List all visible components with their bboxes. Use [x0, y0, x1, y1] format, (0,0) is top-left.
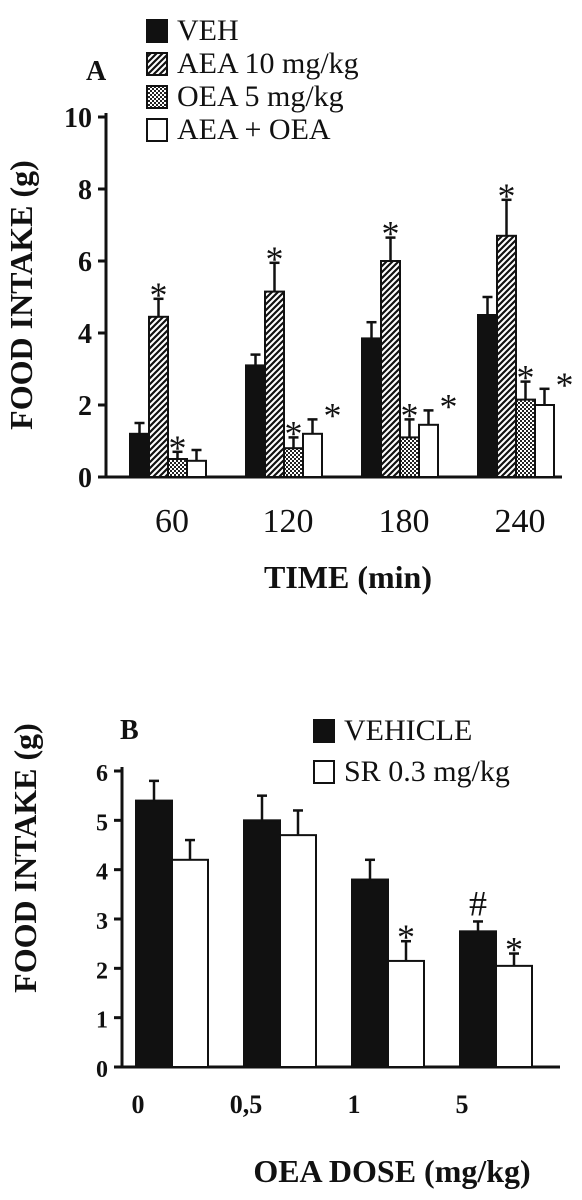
- chart-a-significance-mark: *: [169, 428, 187, 468]
- chart-a-bar: [264, 290, 285, 478]
- chart-a-legend-swatch: [146, 52, 168, 76]
- chart-b-y-tick-label: 6: [96, 761, 108, 787]
- chart-a-bar: [380, 260, 401, 478]
- chart-a-bar: [186, 459, 207, 478]
- chart-a-x-axis-label: TIME (min): [264, 559, 432, 595]
- chart-b-bar: [243, 819, 281, 1068]
- chart-a-panel-label: A: [86, 56, 107, 87]
- chart-b-bar: [459, 930, 497, 1068]
- chart-a-bar: [418, 423, 439, 478]
- chart-a-significance-mark: *: [440, 386, 458, 426]
- chart-a-significance-mark: *: [324, 395, 342, 435]
- chart-a-legend-label: AEA 10 mg/kg: [177, 47, 359, 80]
- chart-b-x-axis-label: OEA DOSE (mg/kg): [253, 1153, 530, 1189]
- chart-b-y-tick-label: 3: [96, 909, 108, 935]
- chart-a-bar: [245, 364, 266, 478]
- chart-a-significance-mark: *: [498, 176, 516, 216]
- chart-a-bar: [302, 432, 323, 478]
- chart-b-bar: [387, 959, 425, 1069]
- chart-a-x-tick-label: 240: [495, 503, 546, 540]
- chart-b-y-tick-label: 5: [96, 810, 108, 836]
- chart-a-legend-label: OEA 5 mg/kg: [177, 80, 344, 113]
- chart-a-y-tick-label: 4: [78, 319, 92, 350]
- chart-b-y-tick-label: 4: [96, 860, 108, 886]
- chart-b-panel-label: B: [120, 715, 139, 746]
- chart-b-bar: [351, 878, 389, 1068]
- chart-b-significance-mark: *: [505, 930, 523, 970]
- chart-a-significance-mark: *: [150, 275, 168, 315]
- chart-a-bar: [399, 436, 420, 478]
- chart-a-x-tick-label: 120: [263, 503, 314, 540]
- chart-b-significance-mark: *: [397, 917, 415, 957]
- chart-b-y-axis-label: FOOD INTAKE (g): [7, 723, 43, 993]
- chart-a-y-tick-label: 10: [64, 103, 92, 134]
- chart-b-y-tick-label: 0: [96, 1057, 108, 1083]
- chart-b-x-tick-label: 5: [456, 1090, 469, 1119]
- chart-b-x-tick-label: 0,5: [230, 1090, 263, 1119]
- chart-b-bar: [279, 834, 317, 1069]
- chart-a-significance-mark: *: [266, 239, 284, 279]
- chart-b-bar: [495, 964, 533, 1068]
- chart-b-legend-label: VEHICLE: [344, 714, 472, 747]
- chart-a-y-tick-label: 6: [78, 247, 92, 278]
- chart-a-legend-label: AEA + OEA: [177, 113, 331, 146]
- chart-b-legend-label: SR 0.3 mg/kg: [344, 755, 510, 788]
- chart-b-bar: [135, 799, 173, 1068]
- chart-b-x-tick-label: 1: [348, 1090, 361, 1119]
- chart-a-y-tick-label: 2: [78, 391, 92, 422]
- chart-a-y-axis-label: FOOD INTAKE (g): [3, 160, 39, 430]
- chart-a-legend-label: VEH: [177, 14, 239, 47]
- chart-b-y-tick-label: 1: [96, 1008, 108, 1034]
- chart-a-bar: [534, 404, 555, 478]
- chart-a-legend-swatch: [146, 118, 168, 142]
- chart-a-significance-mark: *: [382, 214, 400, 254]
- chart-a-legend-swatch: [146, 85, 168, 109]
- chart-a-legend-swatch: [146, 19, 168, 43]
- chart-a-x-tick-label: 60: [155, 503, 189, 540]
- chart-b-significance-mark: #: [469, 883, 487, 923]
- chart-b-legend-swatch: [313, 719, 335, 743]
- chart-a-significance-mark: *: [285, 413, 303, 453]
- chart-b: B FOOD INTAKE (g) OEA DOSE (mg/kg) 0 1 2 3 4…: [7, 714, 560, 1189]
- chart-a-significance-mark: *: [517, 358, 535, 398]
- chart-a-bar: [496, 234, 517, 478]
- chart-b-y-tick-label: 2: [96, 958, 108, 984]
- chart-a-y-tick-label: 0: [78, 463, 92, 494]
- chart-a-significance-mark: *: [401, 395, 419, 435]
- chart-a-y-tick-label: 8: [78, 175, 92, 206]
- chart-a-bar: [477, 314, 498, 478]
- chart-a-bar: [515, 398, 536, 479]
- chart-a-significance-mark: *: [556, 365, 574, 405]
- chart-b-legend-swatch: [313, 760, 335, 784]
- chart-a: A FOOD INTAKE (g) TIME (min) 0 2 4 6 8 10 60 1…: [3, 14, 574, 595]
- chart-a-bar: [361, 337, 382, 478]
- chart-b-x-tick-label: 0: [132, 1090, 145, 1119]
- chart-a-bar: [129, 432, 150, 478]
- chart-b-bar: [171, 858, 209, 1068]
- chart-a-x-tick-label: 180: [379, 503, 430, 540]
- chart-a-bar: [148, 315, 169, 478]
